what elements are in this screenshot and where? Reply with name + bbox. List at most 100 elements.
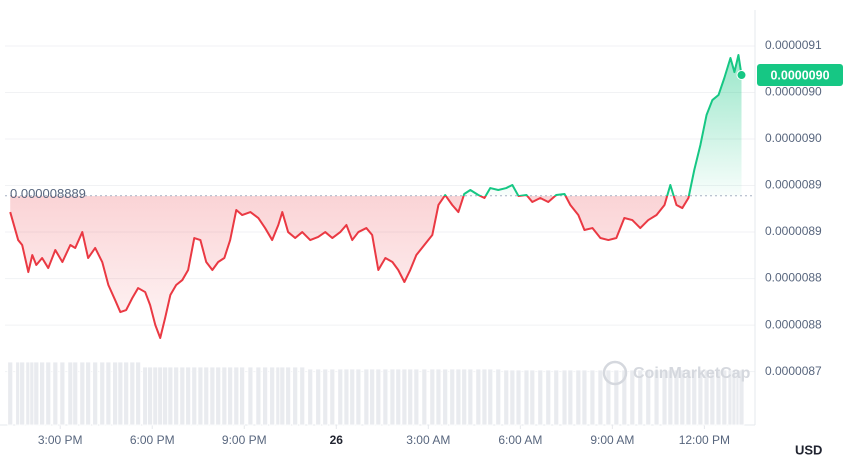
volume-bar: [738, 369, 745, 426]
currency: USD: [795, 442, 822, 457]
volume-bar: [673, 369, 680, 426]
volume-bar: [285, 366, 292, 426]
volume-bar: [679, 369, 686, 426]
x-tick-label: 9:00 PM: [222, 433, 267, 447]
volume-bar: [135, 361, 142, 426]
y-tick-label: 0.0000088: [765, 317, 822, 331]
volume-bar: [239, 366, 246, 426]
volume-bar: [292, 366, 299, 426]
volume-bar: [561, 369, 568, 426]
volume-bar: [481, 368, 488, 426]
y-tick-label: 0.0000089: [765, 224, 822, 238]
volume-bar: [691, 369, 698, 426]
volume-bar: [233, 366, 240, 426]
volume-bar: [337, 368, 344, 426]
volume-bar: [667, 369, 674, 426]
volume-bar: [581, 369, 588, 426]
volume-bar: [645, 369, 652, 426]
volume-bar: [449, 368, 456, 426]
volume-bar: [112, 361, 119, 426]
volume-bar: [475, 368, 482, 426]
volume-bar: [613, 369, 620, 426]
volume-bar: [487, 368, 494, 426]
volume-bar: [45, 361, 52, 426]
volume-bar: [661, 369, 668, 426]
volume-bar: [279, 366, 286, 426]
volume-bar: [395, 368, 402, 426]
watermark: CoinMarketCap: [633, 365, 751, 382]
volume-bar: [105, 361, 112, 426]
volume-bar: [67, 361, 74, 426]
y-tick-label: 0.0000091: [765, 38, 822, 52]
current-price-dot: [736, 70, 747, 81]
x-tick-label: 3:00 AM: [406, 433, 450, 447]
volume-bar: [147, 366, 153, 426]
volume-bar: [315, 368, 322, 426]
volume-bar: [7, 361, 14, 426]
volume-bar: [215, 366, 222, 426]
x-tick-label: 26: [330, 433, 344, 447]
volume-bar: [129, 361, 136, 426]
volume-bar: [545, 369, 552, 426]
volume-bar: [209, 366, 216, 426]
volume-bar: [269, 366, 276, 426]
y-tick-label: 0.0000087: [765, 364, 822, 378]
volume-bar: [461, 368, 468, 426]
volume-bar: [401, 368, 408, 426]
volume-bar: [167, 366, 174, 426]
volume-bar: [429, 368, 436, 426]
volume-bar: [179, 366, 186, 426]
y-tick-label: 0.0000090: [765, 85, 822, 99]
volume-bar: [227, 366, 234, 426]
volume-bar: [19, 361, 26, 426]
x-tick-label: 9:00 AM: [590, 433, 634, 447]
y-tick-label: 0.0000090: [765, 131, 822, 145]
volume-bar: [515, 369, 522, 426]
x-tick-label: 6:00 AM: [498, 433, 542, 447]
volume-bar: [575, 369, 582, 426]
volume-bar: [529, 369, 536, 426]
volume-bar: [349, 368, 356, 426]
volume-bar: [605, 369, 612, 426]
volume-bar: [503, 369, 510, 426]
x-tick-label: 3:00 PM: [38, 433, 83, 447]
volume-bar: [697, 369, 704, 426]
volume-bar: [255, 366, 262, 426]
volume-bar: [407, 368, 414, 426]
y-tick-label: 0.0000089: [765, 178, 822, 192]
volume-bar: [157, 366, 164, 426]
volume-bar: [523, 369, 530, 426]
volume-bar: [247, 366, 254, 426]
volume-bar: [203, 366, 210, 426]
volume-bar: [442, 368, 449, 426]
price-area: [10, 55, 742, 339]
volume-bar: [421, 368, 428, 426]
volume-bar: [52, 361, 59, 426]
volume-bar: [715, 369, 722, 426]
volume-bar: [39, 361, 46, 426]
x-tick-label: 12:00 PM: [679, 433, 730, 447]
volume-bar: [152, 366, 159, 426]
volume-bar: [33, 361, 40, 426]
volume-bar: [329, 368, 336, 426]
price-line: [9, 54, 743, 340]
volume-bar: [637, 369, 644, 426]
volume-bar: [597, 369, 604, 426]
volume-bar: [92, 361, 99, 426]
baseline-label: 0.000008889: [10, 186, 86, 201]
volume-bar: [537, 369, 544, 426]
volume-bar: [173, 366, 180, 426]
volume-bar: [589, 369, 596, 426]
volume-bar: [322, 368, 329, 426]
volume-bar: [721, 369, 728, 426]
volume-bar: [79, 361, 86, 426]
volume-bar: [495, 368, 502, 426]
y-tick-label: 0.0000088: [765, 271, 822, 285]
volume-bar: [221, 366, 228, 426]
volume-bar: [72, 361, 79, 426]
volume-bar: [142, 366, 149, 426]
volume-bar: [567, 369, 574, 426]
volume-bar: [123, 361, 130, 426]
volume-bar: [117, 361, 124, 426]
